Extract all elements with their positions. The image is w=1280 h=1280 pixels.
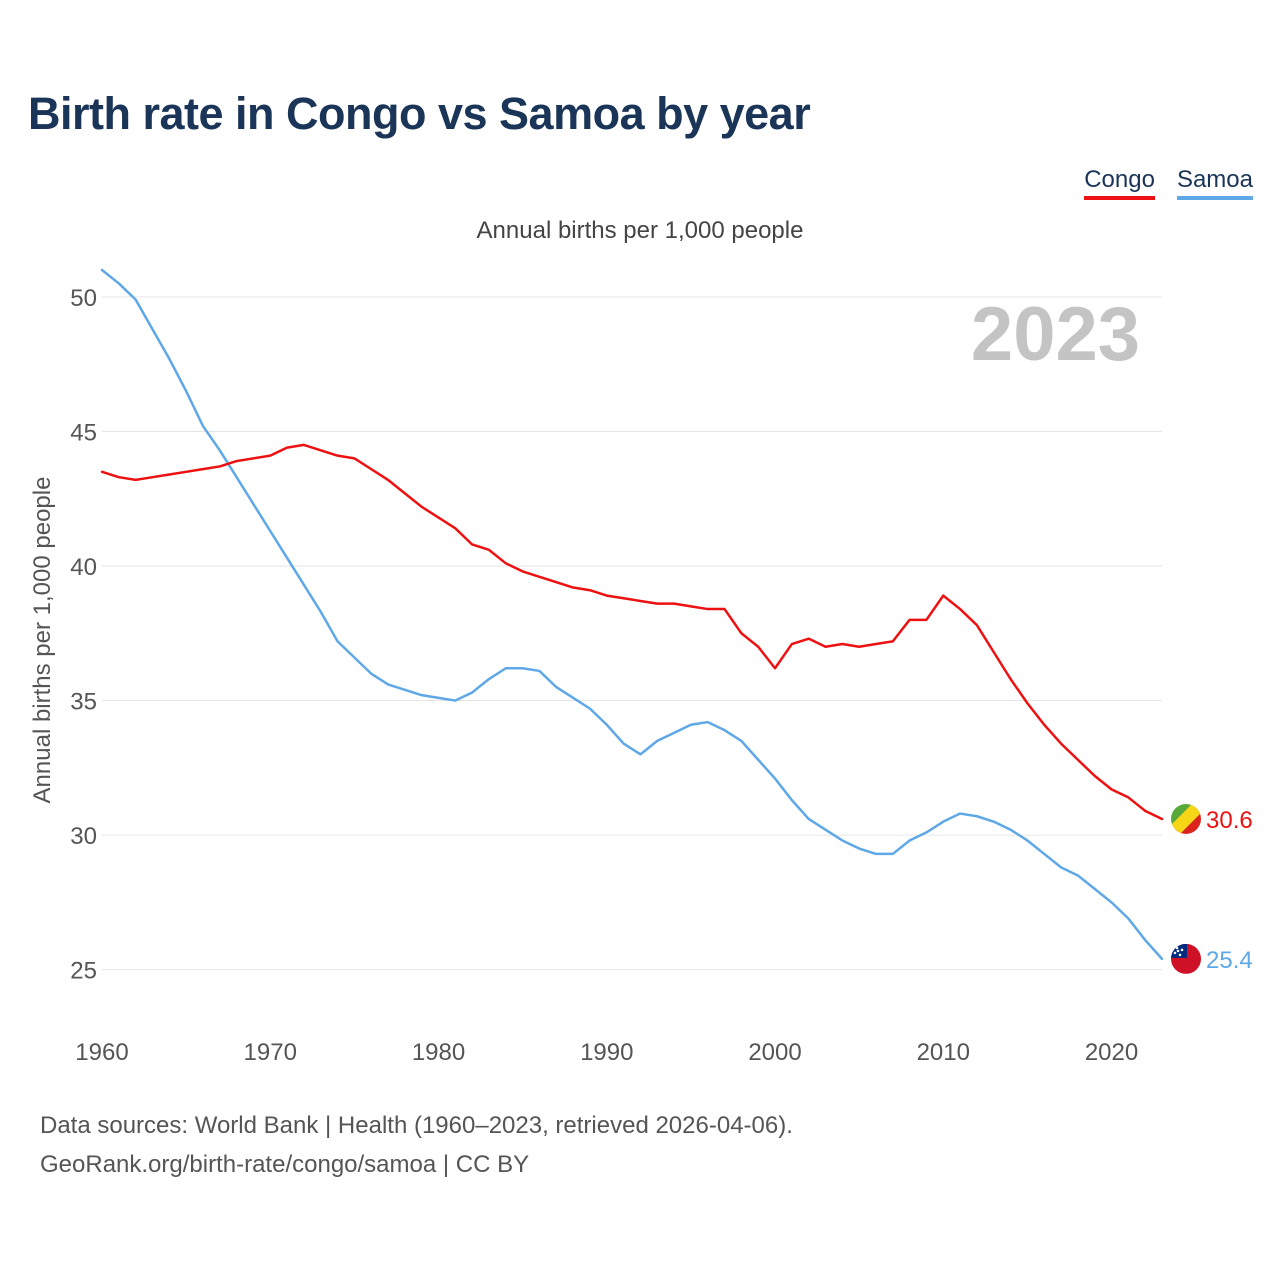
- legend: Congo Samoa: [1084, 166, 1253, 200]
- chart-subtitle: Annual births per 1,000 people: [476, 217, 804, 244]
- flag-samoa-icon: [1171, 943, 1201, 974]
- series-layer: [100, 268, 1164, 961]
- marker-layer: 30.6 25.4: [1171, 803, 1253, 974]
- end-value-label-samoa: 25.4: [1206, 947, 1253, 974]
- x-tick-label: 2020: [1085, 1039, 1138, 1066]
- x-tick-label: 2010: [917, 1039, 970, 1066]
- flag-congo-icon: [1171, 803, 1201, 834]
- y-tick-label: 35: [70, 689, 97, 716]
- x-tick-label: 2000: [748, 1039, 801, 1066]
- chart-title: Birth rate in Congo vs Samoa by year: [28, 88, 811, 139]
- series-line-congo: [100, 443, 1164, 821]
- legend-item-congo[interactable]: Congo: [1084, 166, 1155, 200]
- series-line-samoa: [100, 268, 1164, 961]
- axis-layer: 25 30 35 40 45 50 1960 1970 1980 1990 2000 2010 2020: [70, 285, 1138, 1066]
- footer-sources: Data sources: World Bank | Health (1960–…: [40, 1112, 793, 1139]
- end-value-label-congo: 30.6: [1206, 807, 1253, 834]
- x-tick-label: 1990: [580, 1039, 633, 1066]
- x-tick-label: 1970: [244, 1039, 297, 1066]
- footer-link[interactable]: GeoRank.org/birth-rate/congo/samoa | CC …: [40, 1151, 530, 1178]
- y-tick-label: 40: [70, 554, 97, 581]
- legend-item-samoa[interactable]: Samoa: [1176, 166, 1253, 200]
- x-tick-label: 1980: [412, 1039, 465, 1066]
- footer: Data sources: World Bank | Health (1960–…: [40, 1106, 793, 1184]
- y-tick-label: 45: [70, 419, 97, 446]
- x-tick-label: 1960: [75, 1039, 128, 1066]
- y-axis-label: Annual births per 1,000 people: [29, 477, 56, 804]
- y-tick-label: 30: [70, 823, 97, 850]
- y-tick-label: 50: [70, 285, 97, 312]
- y-tick-label: 25: [70, 958, 97, 985]
- year-watermark: 2023: [971, 292, 1140, 377]
- grid-layer: [102, 296, 1162, 971]
